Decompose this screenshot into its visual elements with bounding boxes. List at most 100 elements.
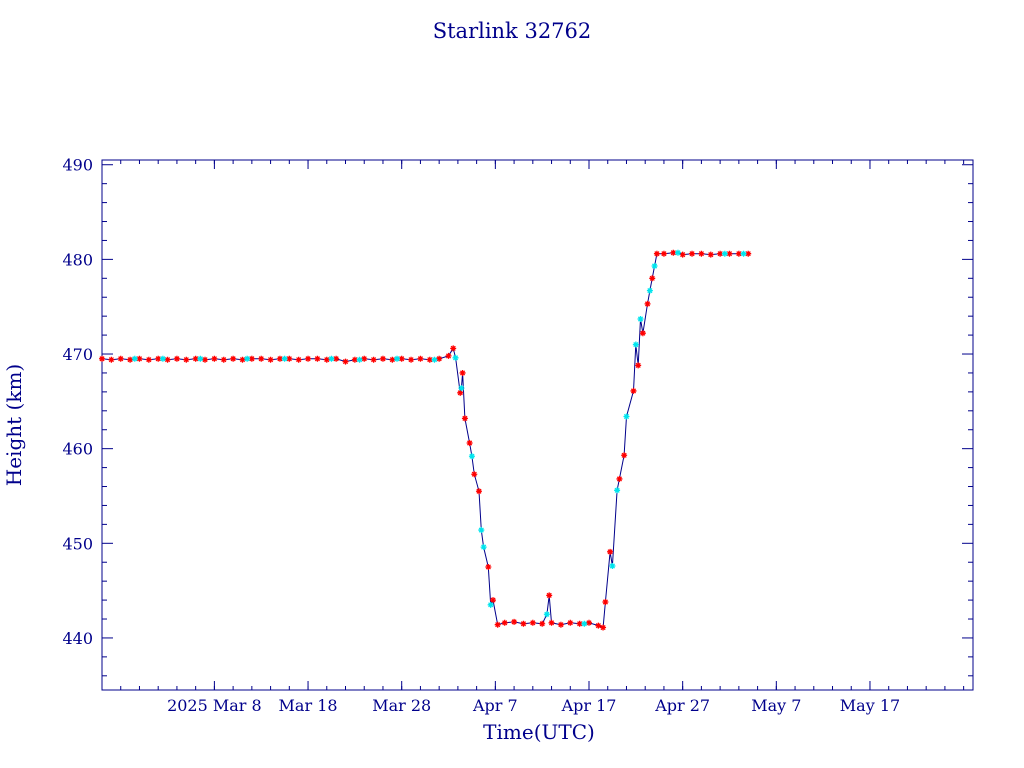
- data-point: [145, 356, 152, 363]
- data-point: [726, 250, 733, 257]
- data-point: [581, 620, 588, 627]
- y-tick-label: 450: [62, 534, 93, 553]
- data-point: [689, 250, 696, 257]
- data-point: [155, 355, 162, 362]
- data-point: [621, 452, 628, 459]
- x-tick-label: Apr 17: [561, 696, 617, 715]
- markers-layer: [99, 249, 752, 631]
- x-tick-label: Apr 27: [654, 696, 710, 715]
- data-point: [192, 355, 199, 362]
- data-point: [607, 548, 614, 555]
- data-point: [333, 355, 340, 362]
- data-point: [436, 355, 443, 362]
- data-point: [616, 475, 623, 482]
- data-point: [328, 355, 335, 362]
- data-point: [164, 356, 171, 363]
- data-point: [649, 275, 656, 282]
- data-point: [173, 355, 180, 362]
- data-point: [520, 620, 527, 627]
- plot-frame: [101, 159, 974, 691]
- data-point: [595, 622, 602, 629]
- data-point: [475, 488, 482, 495]
- x-tick-label: May 7: [751, 696, 801, 715]
- data-point: [543, 611, 550, 618]
- y-tick-label: 470: [62, 345, 93, 364]
- data-point: [707, 251, 714, 258]
- data-point: [735, 250, 742, 257]
- y-tick-label: 440: [62, 629, 93, 648]
- data-point: [494, 621, 501, 628]
- data-point: [244, 355, 251, 362]
- data-point: [651, 263, 658, 269]
- data-point: [557, 621, 564, 628]
- axis-ticks: [102, 160, 973, 690]
- data-point: [394, 355, 401, 362]
- data-point: [639, 330, 646, 337]
- chart-title: Starlink 32762: [433, 19, 592, 43]
- data-point: [389, 356, 396, 363]
- data-point: [674, 249, 681, 256]
- data-point: [466, 439, 473, 446]
- data-point: [468, 453, 475, 460]
- data-point: [445, 352, 452, 359]
- data-point: [258, 355, 265, 362]
- y-tick-label: 490: [62, 156, 93, 175]
- data-point: [267, 356, 274, 363]
- data-point: [197, 355, 204, 362]
- data-point: [323, 356, 330, 363]
- data-point: [108, 356, 115, 363]
- data-point: [698, 250, 705, 257]
- x-tick-label: 2025 Mar 8: [167, 696, 262, 715]
- data-point: [431, 356, 438, 363]
- data-point: [458, 385, 465, 392]
- series-line: [101, 252, 749, 629]
- data-point: [600, 624, 607, 631]
- data-point: [609, 563, 616, 570]
- data-point: [721, 250, 728, 257]
- data-point: [361, 355, 368, 362]
- tick-labels: 2025 Mar 8 Mar 18 Mar 28 Apr 7 Apr 17 Apr 27 M…: [62, 156, 900, 715]
- data-point: [635, 362, 642, 369]
- data-point: [286, 355, 293, 362]
- data-point: [356, 356, 363, 363]
- data-point: [567, 619, 574, 626]
- data-point: [461, 415, 468, 422]
- data-point: [408, 356, 415, 363]
- data-point: [457, 389, 464, 396]
- data-point: [602, 598, 609, 605]
- data-point: [630, 387, 637, 394]
- data-point: [740, 250, 747, 257]
- data-point: [539, 620, 546, 627]
- data-point: [276, 355, 283, 362]
- data-point: [660, 250, 667, 257]
- data-point: [99, 355, 105, 362]
- data-point: [679, 251, 686, 258]
- series-line-layer: [101, 252, 749, 629]
- data-point: [426, 356, 433, 363]
- data-point: [450, 345, 457, 352]
- x-tick-label: May 17: [840, 696, 900, 715]
- data-point: [471, 471, 478, 478]
- data-point: [646, 287, 653, 294]
- data-point: [417, 355, 424, 362]
- data-point: [281, 355, 288, 362]
- x-tick-label: Mar 28: [372, 696, 431, 715]
- x-tick-label: Mar 18: [279, 696, 338, 715]
- data-point: [586, 619, 593, 626]
- data-point: [480, 544, 487, 551]
- data-point: [644, 300, 651, 307]
- data-point: [623, 413, 630, 420]
- data-point: [351, 356, 358, 363]
- data-point: [637, 316, 644, 322]
- data-point: [131, 355, 138, 362]
- data-point: [548, 619, 555, 626]
- data-point: [745, 250, 752, 257]
- data-point: [220, 356, 227, 363]
- data-point: [202, 356, 209, 363]
- data-point: [459, 369, 466, 376]
- data-point: [653, 250, 660, 257]
- y-tick-label: 460: [62, 440, 93, 459]
- data-point: [127, 356, 134, 363]
- data-point: [485, 563, 492, 570]
- data-point: [398, 355, 405, 362]
